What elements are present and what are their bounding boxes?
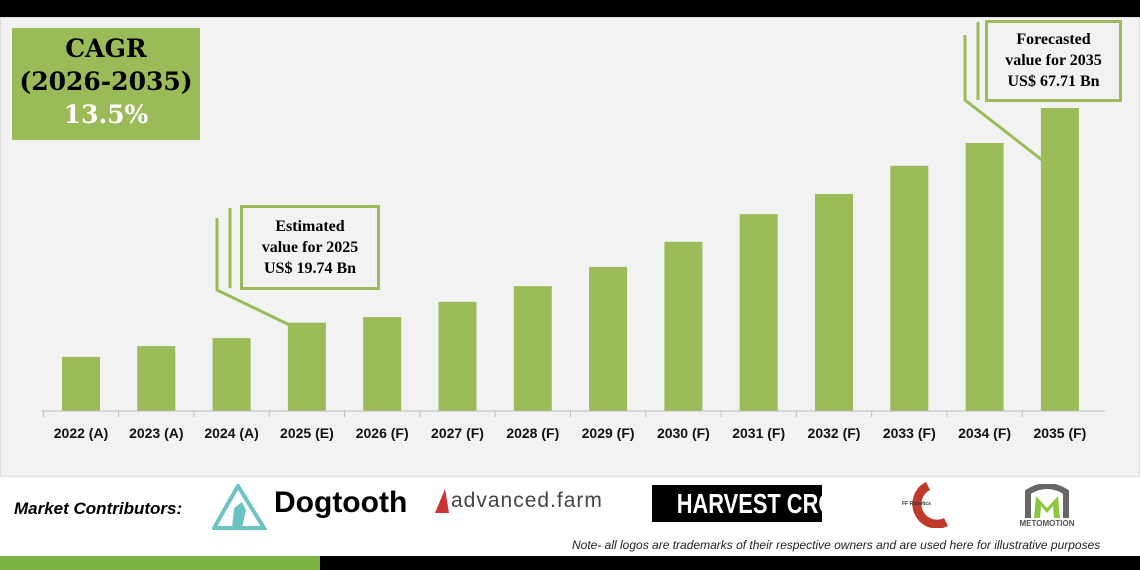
ff-robotics-icon [912,482,949,528]
logo-harvest-croo-text: HARVEST CROO [676,488,822,519]
callout-2025-line2: value for 2025 [261,239,359,256]
x-tick-label: 2026 (F) [356,425,409,441]
callout-2035-leader [963,35,1043,162]
logo-metomotion-text: METOMOTION [1019,519,1075,528]
x-tick-label: 2032 (F) [808,425,861,441]
x-tick-label: 2031 (F) [732,425,785,441]
logo-advanced-farm-text: advanced.farm [451,489,603,512]
bottom-bar-green [0,556,320,570]
advanced-farm-icon [435,489,449,513]
x-tick-label: 2033 (F) [883,425,936,441]
bar-2033 [890,165,929,411]
contributors-label: Market Contributors: [14,499,183,518]
callout-2025-value: US$ 19.74 Bn [263,260,357,277]
callout-2025: Estimated value for 2025 US$ 19.74 Bn [240,205,380,290]
x-tick-label: 2028 (F) [506,425,559,441]
bar-2032 [815,193,853,411]
callout-2025-line1: Estimated [275,218,345,235]
bar-2030 [664,241,703,411]
logo-harvest-croo: HARVEST CROO [652,485,822,522]
x-tick-label: 2023 (A) [129,425,183,441]
bar-2027 [438,301,477,411]
bottom-bar-black [320,556,1140,570]
bar-2028 [513,286,552,411]
bar-2026 [363,317,402,411]
x-tick-label: 2029 (F) [582,425,635,441]
title-bar [0,0,1140,17]
cagr-value: 13.5% [63,100,149,129]
bar-2022 [62,356,100,411]
x-tick-label: 2030 (F) [657,425,710,441]
cagr-box: CAGR (2026-2035) 13.5% [12,28,200,140]
bar-2035 [1040,108,1079,411]
bar-chart: 2022 (A) 2023 (A) 2024 (A) 2025 (E) 2026 (F)… [42,22,1105,441]
logo-dogtooth-text: Dogtooth [274,486,408,519]
bar-2024 [212,338,251,411]
logo-metomotion: METOMOTION [1012,484,1082,528]
x-tick-label: 2034 (F) [958,425,1011,441]
callout-2025-leader [215,218,301,332]
bar-2025 [287,322,326,411]
dogtooth-icon [212,484,268,530]
callout-2035-line2: value for 2035 [1005,52,1102,69]
callout-2035: Forecasted value for 2035 US$ 67.71 Bn [985,20,1122,102]
callout-2035-value: US$ 67.71 Bn [1007,73,1100,90]
x-tick-label: 2035 (F) [1033,425,1086,441]
x-tick-label: 2024 (A) [204,425,258,441]
cagr-label: CAGR [65,34,147,63]
logo-ff-robotics: FF Robotics [888,482,958,528]
x-tick-label: 2022 (A) [54,425,108,441]
logo-advanced-farm: advanced.farm [433,487,603,515]
trademark-note: Note- all logos are trademarks of their … [572,538,1101,552]
x-tick-label: 2027 (F) [431,425,484,441]
bar-2029 [589,266,628,411]
logo-dogtooth: Dogtooth [212,484,407,530]
bar-2023 [137,346,176,411]
x-tick-label: 2025 (E) [280,425,334,441]
cagr-period: (2026-2035) [19,67,193,96]
metomotion-icon [1025,484,1069,518]
bar-2031 [739,214,778,411]
logo-ff-robotics-text: FF Robotics [902,501,931,507]
callout-2035-line1: Forecasted [1016,31,1091,48]
bar-2034 [965,142,1004,411]
